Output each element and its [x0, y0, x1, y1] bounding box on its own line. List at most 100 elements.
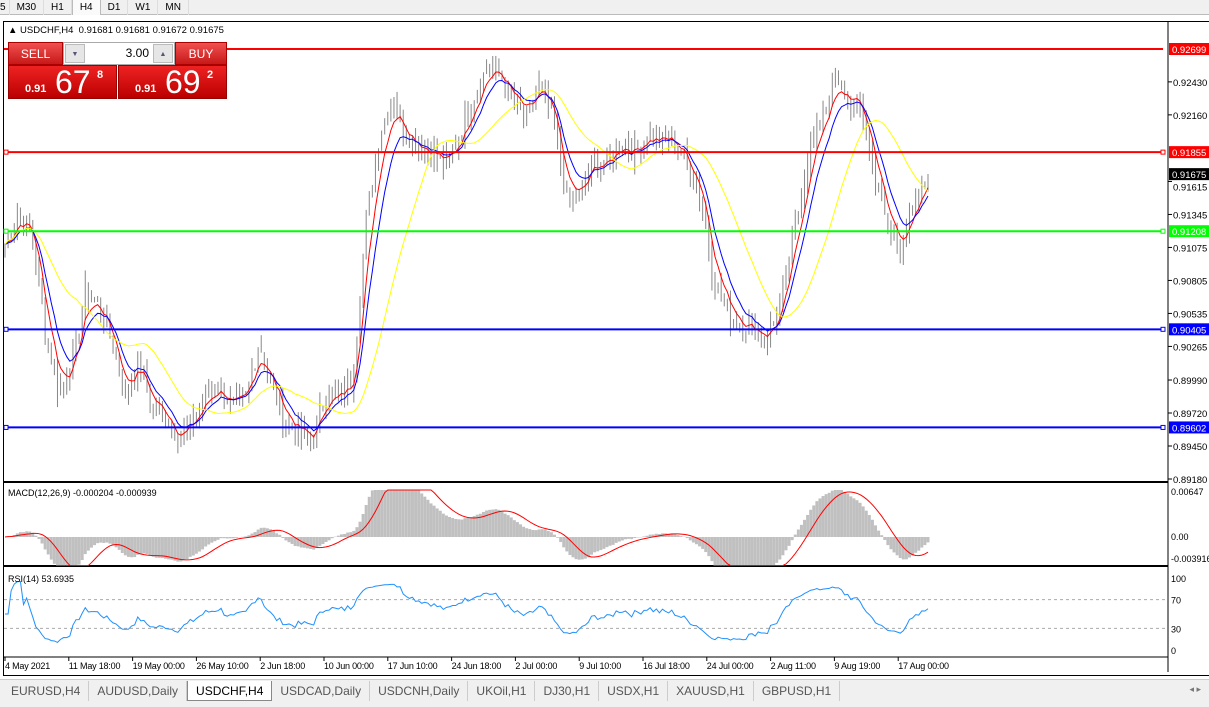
chart-tab[interactable]: XAUUSD,H1	[668, 681, 754, 701]
chart-tab[interactable]: USDCNH,Daily	[370, 681, 469, 701]
price-tick-label: 0.89450	[1173, 442, 1207, 453]
sell-button[interactable]: SELL	[8, 42, 63, 65]
price-tick-label: 0.91615	[1173, 182, 1207, 193]
buy-price-big: 69	[165, 65, 201, 99]
line-handle	[1160, 424, 1166, 430]
chart-tab[interactable]: GBPUSD,H1	[754, 681, 841, 701]
time-tick-label: 11 May 18:00	[69, 661, 121, 671]
price-tick-label: 0.89990	[1173, 376, 1207, 387]
chart-tab[interactable]: USDCHF,H4	[187, 681, 273, 701]
rsi-tick-label: 70	[1171, 596, 1181, 606]
timeframe-D1[interactable]: D1	[101, 0, 129, 15]
chart-tab[interactable]: UKOil,H1	[468, 681, 536, 701]
current-price-label-bg	[1169, 168, 1209, 181]
line-handle	[3, 424, 9, 430]
timeframe-M30[interactable]: M30	[10, 0, 45, 15]
increase-lot-icon[interactable]: ▲	[153, 44, 173, 63]
buy-price-prefix: 0.91	[135, 83, 157, 95]
timeframe-W1[interactable]: W1	[128, 0, 159, 15]
line-handle	[1160, 326, 1166, 332]
chart-header: ▲ USDCHF,H4 0.91681 0.91681 0.91672 0.91…	[8, 25, 224, 36]
tab-scroll-arrows-icon[interactable]: ◂ ▸	[1189, 684, 1201, 694]
buy-button[interactable]: BUY	[175, 42, 227, 65]
time-tick-label: 17 Aug 00:00	[898, 661, 949, 671]
decrease-lot-icon[interactable]: ▼	[65, 44, 85, 63]
time-tick-label: 17 Jun 10:00	[388, 661, 438, 671]
time-tick-label: 19 May 00:00	[133, 661, 185, 671]
price-level-label: 0.92699	[1172, 45, 1206, 56]
timeframe-toolbar: 5 M30 H1 H4 D1 W1 MN	[0, 0, 1209, 15]
moving-average-line	[4, 88, 929, 415]
chart-tab[interactable]: USDCAD,Daily	[272, 681, 371, 701]
chart-tab[interactable]: AUDUSD,Daily	[89, 681, 188, 701]
price-level-label: 0.90405	[1172, 325, 1206, 336]
time-tick-label: 9 Aug 19:00	[834, 661, 880, 671]
rsi-tick-label: 0	[1171, 646, 1176, 656]
chart-tabs: EURUSD,H4 AUDUSD,Daily USDCHF,H4 USDCAD,Dai…	[0, 679, 1209, 707]
timeframe-H1[interactable]: H1	[44, 0, 72, 15]
price-tick-label: 0.90805	[1173, 276, 1207, 287]
moving-average-line	[4, 79, 929, 432]
ohlc-values: 0.91681 0.91681 0.91672 0.91675	[78, 25, 224, 36]
rsi-tick-label: 30	[1171, 624, 1181, 634]
line-handle	[3, 149, 9, 155]
chart-tab[interactable]: USDX,H1	[599, 681, 669, 701]
price-level-label: 0.89602	[1172, 423, 1206, 434]
collapse-triangle-icon[interactable]: ▲	[8, 25, 18, 36]
price-level-label: 0.91855	[1172, 148, 1206, 159]
rsi-line	[5, 581, 929, 644]
price-tick-label: 0.90265	[1173, 342, 1207, 353]
time-tick-label: 16 Jul 18:00	[643, 661, 690, 671]
price-tick-label: 0.89180	[1173, 475, 1207, 486]
price-level-label-bg	[1169, 225, 1209, 238]
line-handle	[1160, 149, 1166, 155]
timeframe-5[interactable]: 5	[0, 0, 10, 15]
sell-price-prefix: 0.91	[25, 83, 47, 95]
price-level-label: 0.91208	[1172, 227, 1206, 238]
chart-window[interactable]	[3, 21, 1209, 676]
rsi-label: RSI(14) 53.6935	[8, 574, 74, 584]
macd-tick-label: -0.003916	[1171, 554, 1209, 564]
moving-average-line	[4, 71, 929, 438]
time-tick-label: 2 Jul 00:00	[515, 661, 557, 671]
time-tick-label: 10 Jun 00:00	[324, 661, 374, 671]
chart-tab[interactable]: DJ30,H1	[535, 681, 600, 701]
time-tick-label: 2 Jun 18:00	[260, 661, 305, 671]
price-level-label-bg	[1169, 421, 1209, 434]
macd-signal-line	[4, 489, 929, 566]
price-tick-label: 0.90535	[1173, 309, 1207, 320]
symbol-label: USDCHF,H4	[20, 25, 74, 36]
current-price-label: 0.91675	[1172, 170, 1206, 181]
time-tick-label: 4 May 2021	[5, 661, 50, 671]
price-tick-label: 0.92430	[1173, 78, 1207, 89]
price-level-label-bg	[1169, 323, 1209, 336]
price-tick-label: 0.92160	[1173, 111, 1207, 122]
price-tick-label: 0.89720	[1173, 409, 1207, 420]
sell-price-big: 67	[55, 65, 91, 99]
buy-price[interactable]: 0.91 69 2	[118, 65, 227, 99]
sell-price[interactable]: 0.91 67 8	[8, 65, 117, 99]
time-tick-label: 24 Jul 00:00	[707, 661, 754, 671]
price-tick-label: 0.91075	[1173, 243, 1207, 254]
buy-price-pip: 2	[207, 69, 214, 81]
one-click-trading-panel: SELL ▼ 3.00 ▲ BUY 0.91 67 8 0.91 69 2	[8, 42, 227, 99]
line-handle	[3, 228, 9, 234]
macd-tick-label: 0.00	[1171, 532, 1189, 542]
price-tick-label: 0.91345	[1173, 210, 1207, 221]
time-tick-label: 26 May 10:00	[196, 661, 248, 671]
time-tick-label: 24 Jun 18:00	[452, 661, 502, 671]
timeframe-MN[interactable]: MN	[158, 0, 189, 15]
line-handle	[3, 326, 9, 332]
time-tick-label: 2 Aug 11:00	[771, 661, 816, 671]
time-tick-label: 9 Jul 10:00	[579, 661, 621, 671]
lot-size-stepper[interactable]: ▼ 3.00 ▲	[63, 42, 175, 65]
line-handle	[1160, 228, 1166, 234]
timeframe-H4[interactable]: H4	[71, 0, 101, 15]
macd-label: MACD(12,26,9) -0.000204 -0.000939	[8, 488, 157, 498]
rsi-tick-label: 100	[1171, 574, 1186, 584]
lot-size-input[interactable]: 3.00	[125, 46, 149, 60]
macd-tick-label: 0.00647	[1171, 487, 1204, 497]
sell-price-pip: 8	[97, 69, 104, 81]
chart-tab[interactable]: EURUSD,H4	[3, 681, 90, 701]
